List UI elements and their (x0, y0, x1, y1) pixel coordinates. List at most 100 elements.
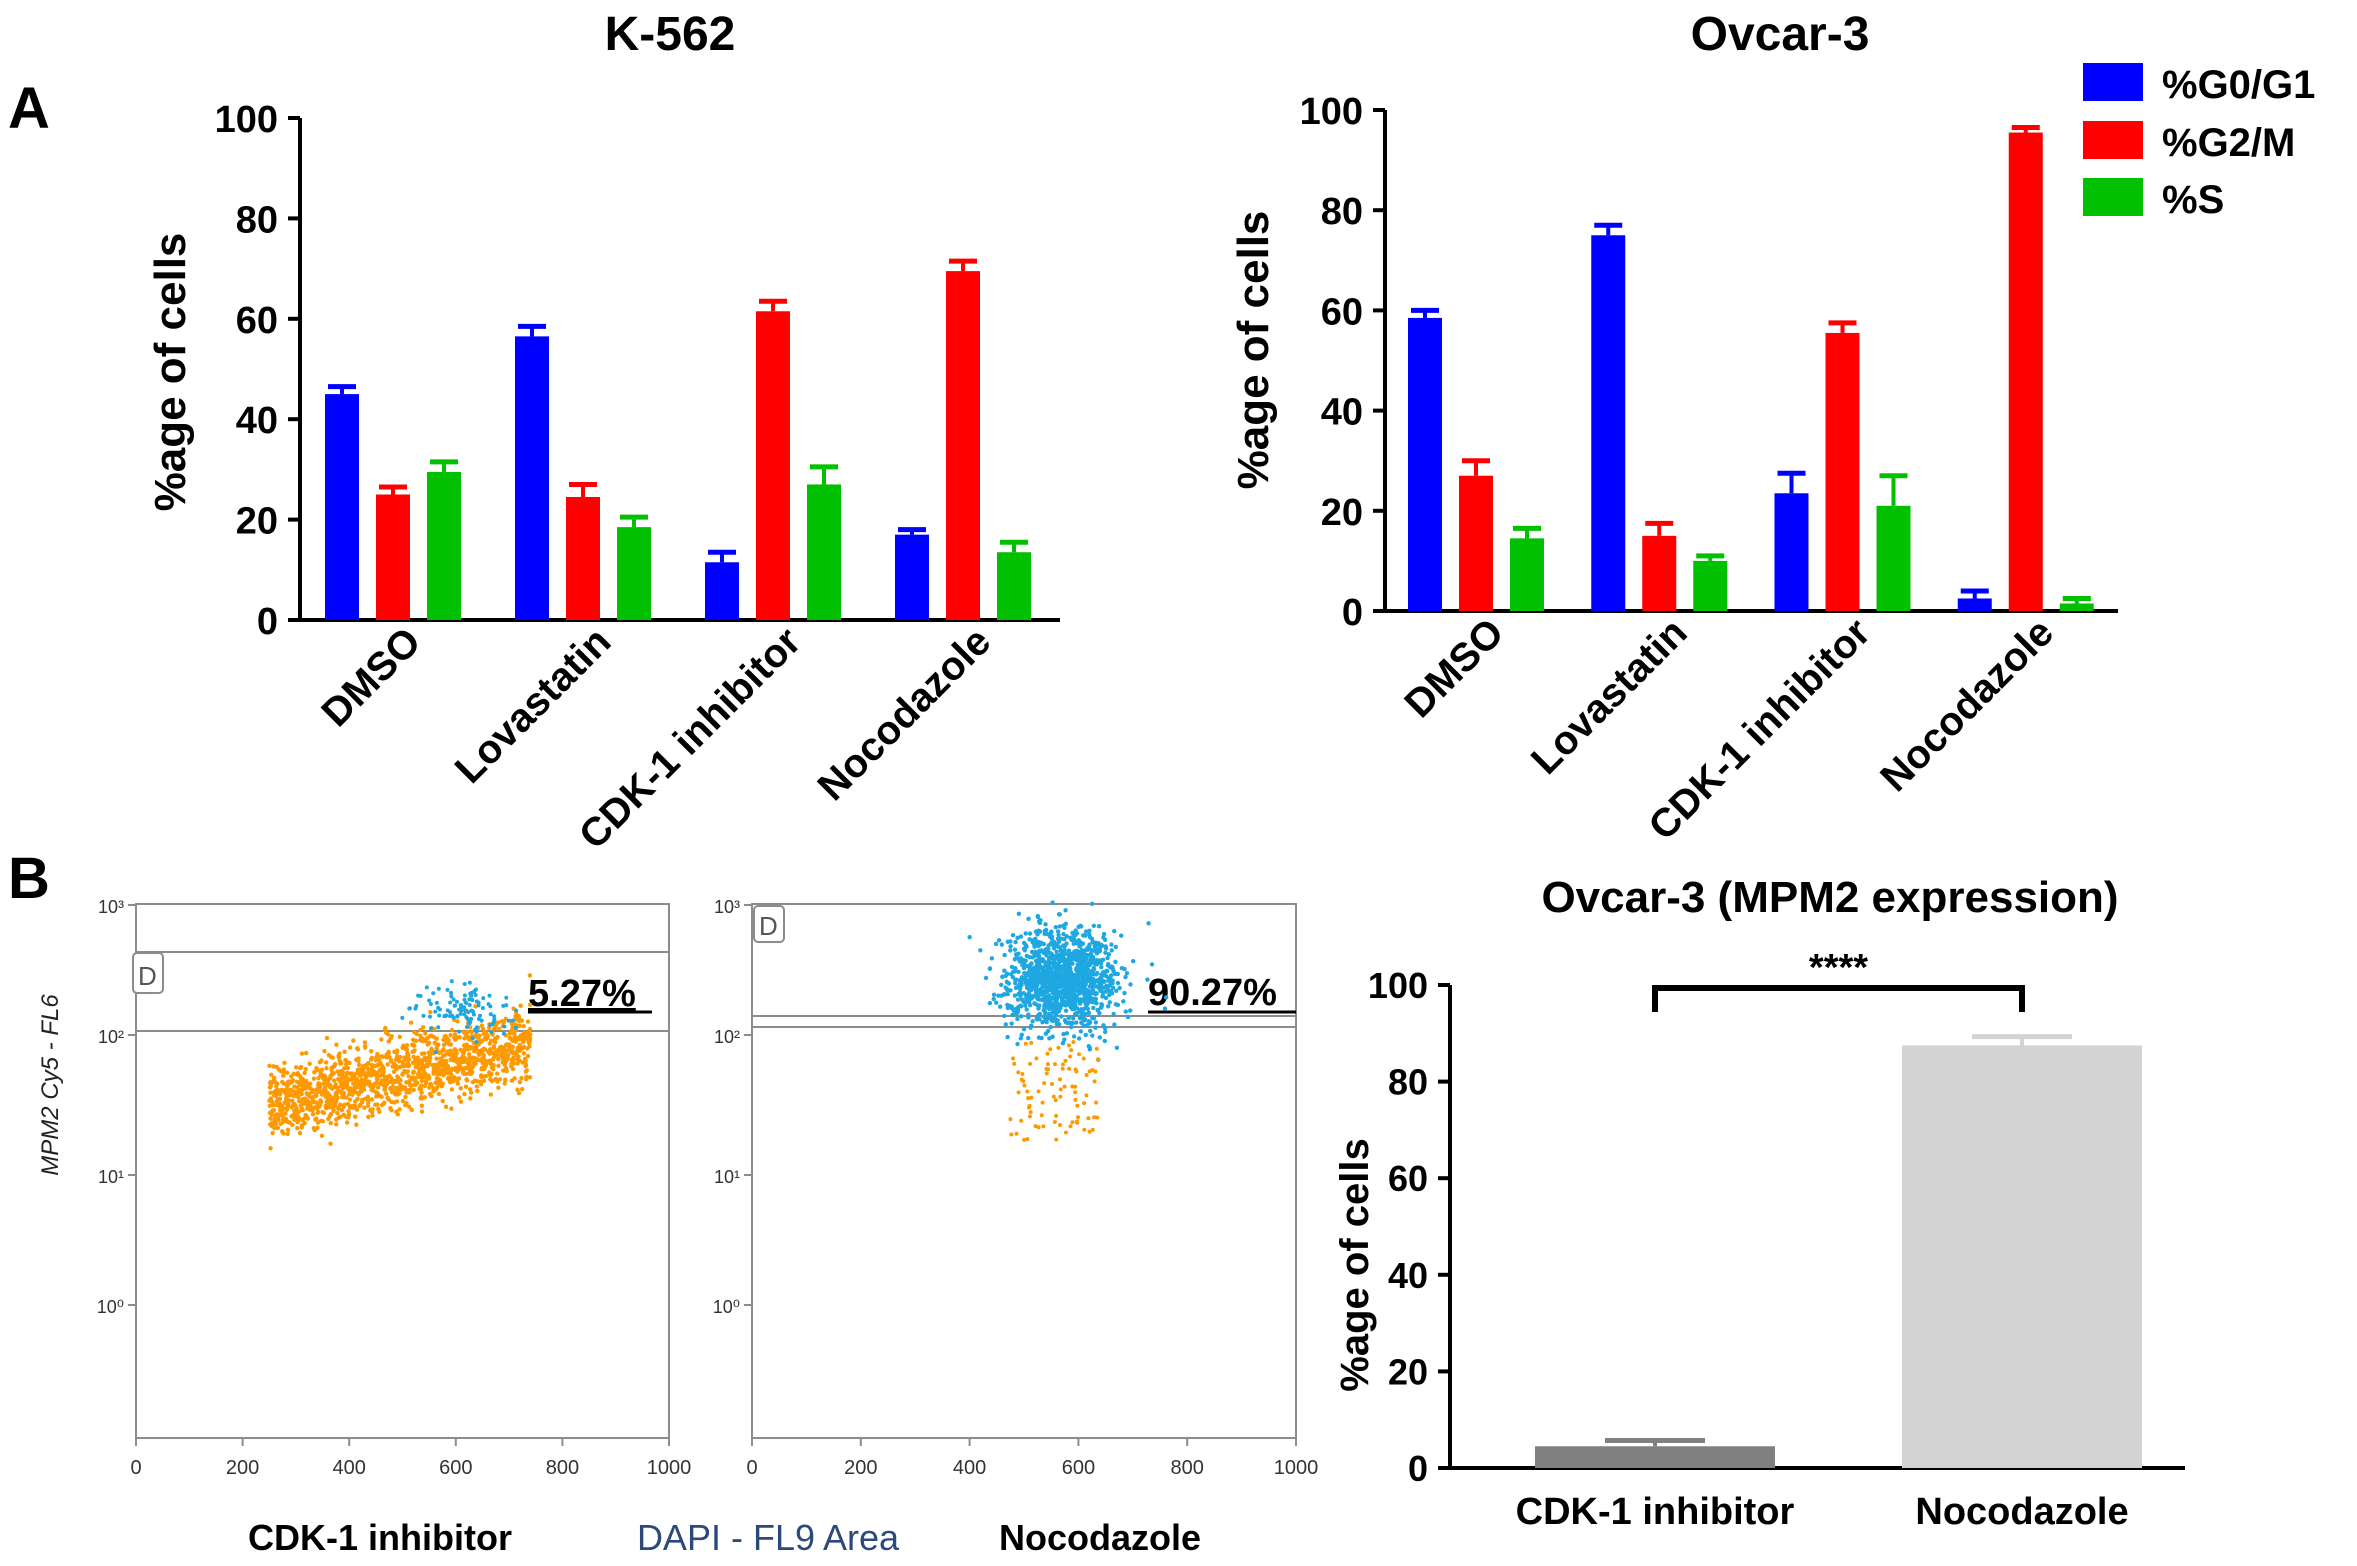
scatter-nocodazole-point (1077, 1001, 1083, 1006)
scatter-cdk1-point (429, 1046, 434, 1052)
scatter-nocodazole-point (1068, 1054, 1073, 1059)
scatter-cdk1-point (513, 1036, 518, 1042)
mpm2-significance-label: **** (1809, 947, 1868, 989)
scatter-cdk1-point (316, 1104, 322, 1109)
scatter-cdk1-point (389, 1076, 394, 1081)
scatter-cdk1-point (416, 1069, 422, 1075)
scatter-cdk1-point (296, 1094, 301, 1100)
scatter-nocodazole-point (1062, 1084, 1067, 1089)
scatter-cdk1-point (338, 1068, 344, 1074)
scatter-cdk1-point (374, 1080, 379, 1085)
scatter-cdk1-point (455, 1081, 461, 1086)
scatter-nocodazole-point (1145, 977, 1150, 982)
scatter-nocodazole-point (1082, 951, 1088, 957)
scatter-cdk1-point (431, 1069, 436, 1074)
scatter-nocodazole-point (1073, 1002, 1078, 1008)
scatter-cdk1-point (413, 1038, 419, 1044)
scatter-cdk1-point (271, 1075, 277, 1081)
scatter-cdk1-point (315, 1067, 320, 1073)
scatter-cdk1-point (480, 1026, 486, 1032)
scatter-nocodazole-point (1124, 971, 1130, 976)
scatter-nocodazole-point (978, 948, 983, 953)
scatter-cdk1-point (447, 1077, 453, 1082)
scatter-cdk1-point (424, 1062, 429, 1067)
scatter-nocodazole-point (1023, 1003, 1028, 1008)
scatter-nocodazole-point (1083, 933, 1088, 938)
scatter-nocodazole-point (1012, 969, 1018, 974)
scatter-nocodazole-point (1038, 987, 1044, 993)
scatter-nocodazole-point (1058, 994, 1064, 999)
scatter-cdk1-point (341, 1112, 347, 1117)
scatter-nocodazole-point (1046, 1011, 1052, 1017)
scatter-cdk1-point (280, 1105, 285, 1111)
scatter-nocodazole-point (1087, 1129, 1092, 1134)
scatter-cdk1-point (419, 1051, 425, 1056)
scatter-nocodazole-point (1056, 944, 1061, 950)
scatter-nocodazole-point (1027, 931, 1033, 936)
scatter-cdk1-point (523, 1063, 528, 1069)
scatter-cdk1-point (428, 1026, 433, 1031)
scatter-nocodazole-point (1055, 929, 1061, 934)
scatter-cdk1-point (315, 1109, 321, 1115)
scatter-cdk1-xtick-label: 0 (130, 1457, 141, 1479)
scatter-cdk1-point (328, 1120, 333, 1126)
scatter-cdk1-point (295, 1071, 301, 1076)
scatter-cdk1-point (504, 1003, 509, 1008)
scatter-cdk1-point (448, 1032, 453, 1038)
mpm2-ylabel: %age of cells (1333, 1138, 1377, 1391)
scatter-cdk1-point (461, 1029, 466, 1035)
scatter-cdk1-point (366, 1100, 371, 1105)
scatter-nocodazole-point (1074, 1010, 1079, 1016)
mpm2-title: Ovcar-3 (MPM2 expression) (1541, 873, 2118, 922)
scatter-cdk1-point (385, 1062, 390, 1067)
scatter-cdk1-point (471, 1049, 477, 1054)
scatter-nocodazole-point (1123, 1009, 1129, 1014)
scatter-nocodazole-point (1092, 979, 1097, 984)
scatter-nocodazole-point (1036, 1125, 1041, 1130)
scatter-cdk1-point (428, 1009, 433, 1015)
scatter-nocodazole-point (1075, 1103, 1080, 1108)
scatter-cdk1-point (300, 1107, 305, 1113)
scatter-nocodazole-point (1082, 1006, 1087, 1011)
scatter-nocodazole-point (1078, 1007, 1084, 1012)
scatter-nocodazole-point (1008, 944, 1013, 949)
scatter-cdk1-point (429, 1033, 434, 1038)
scatter-cdk1-point (283, 1096, 289, 1101)
scatter-nocodazole-point (1072, 992, 1078, 998)
scatter-cdk1-point (510, 1050, 516, 1056)
scatter-nocodazole-point (1063, 908, 1068, 913)
scatter-cdk1-point (387, 1073, 392, 1078)
scatter-cdk1-point (470, 998, 475, 1003)
scatter-cdk1-point (305, 1082, 310, 1087)
scatter-cdk1-point (440, 1060, 446, 1066)
scatter-cdk1-point (423, 1058, 429, 1063)
scatter-cdk1-point (368, 1049, 374, 1054)
scatter-cdk1-point (338, 1078, 343, 1084)
scatter-nocodazole-point (1041, 967, 1046, 973)
scatter-cdk1-point (273, 1088, 278, 1094)
scatter-cdk1-point (486, 1070, 492, 1075)
scatter-cdk1-point (406, 1104, 412, 1109)
scatter-nocodazole-xtick-label: 800 (1171, 1457, 1204, 1479)
scatter-cdk1-point (324, 1065, 329, 1071)
scatter-cdk1-point (402, 1086, 407, 1091)
scatter-cdk1-point (324, 1095, 330, 1101)
scatter-nocodazole-point (1074, 954, 1079, 959)
scatter-cdk1-point (317, 1081, 322, 1087)
scatter-cdk1-point (509, 1021, 514, 1026)
scatter-cdk1-point (310, 1112, 316, 1117)
scatter-cdk1-point (363, 1071, 368, 1076)
panel-label-b: B (8, 846, 50, 911)
scatter-nocodazole-point (1047, 955, 1052, 961)
scatter-cdk1-point (418, 1027, 423, 1033)
scatter-cdk1-point (527, 1002, 533, 1007)
scatter-nocodazole-point (1053, 965, 1058, 970)
scatter-nocodazole-point (1052, 940, 1057, 945)
scatter-cdk1-point (411, 1042, 416, 1048)
scatter-cdk1-point (362, 1045, 368, 1050)
scatter-cdk1-point (414, 1003, 419, 1008)
scatter-cdk1-point (463, 1008, 468, 1013)
scatter-cdk1-point (458, 1011, 463, 1016)
scatter-cdk1-point (395, 1092, 400, 1097)
